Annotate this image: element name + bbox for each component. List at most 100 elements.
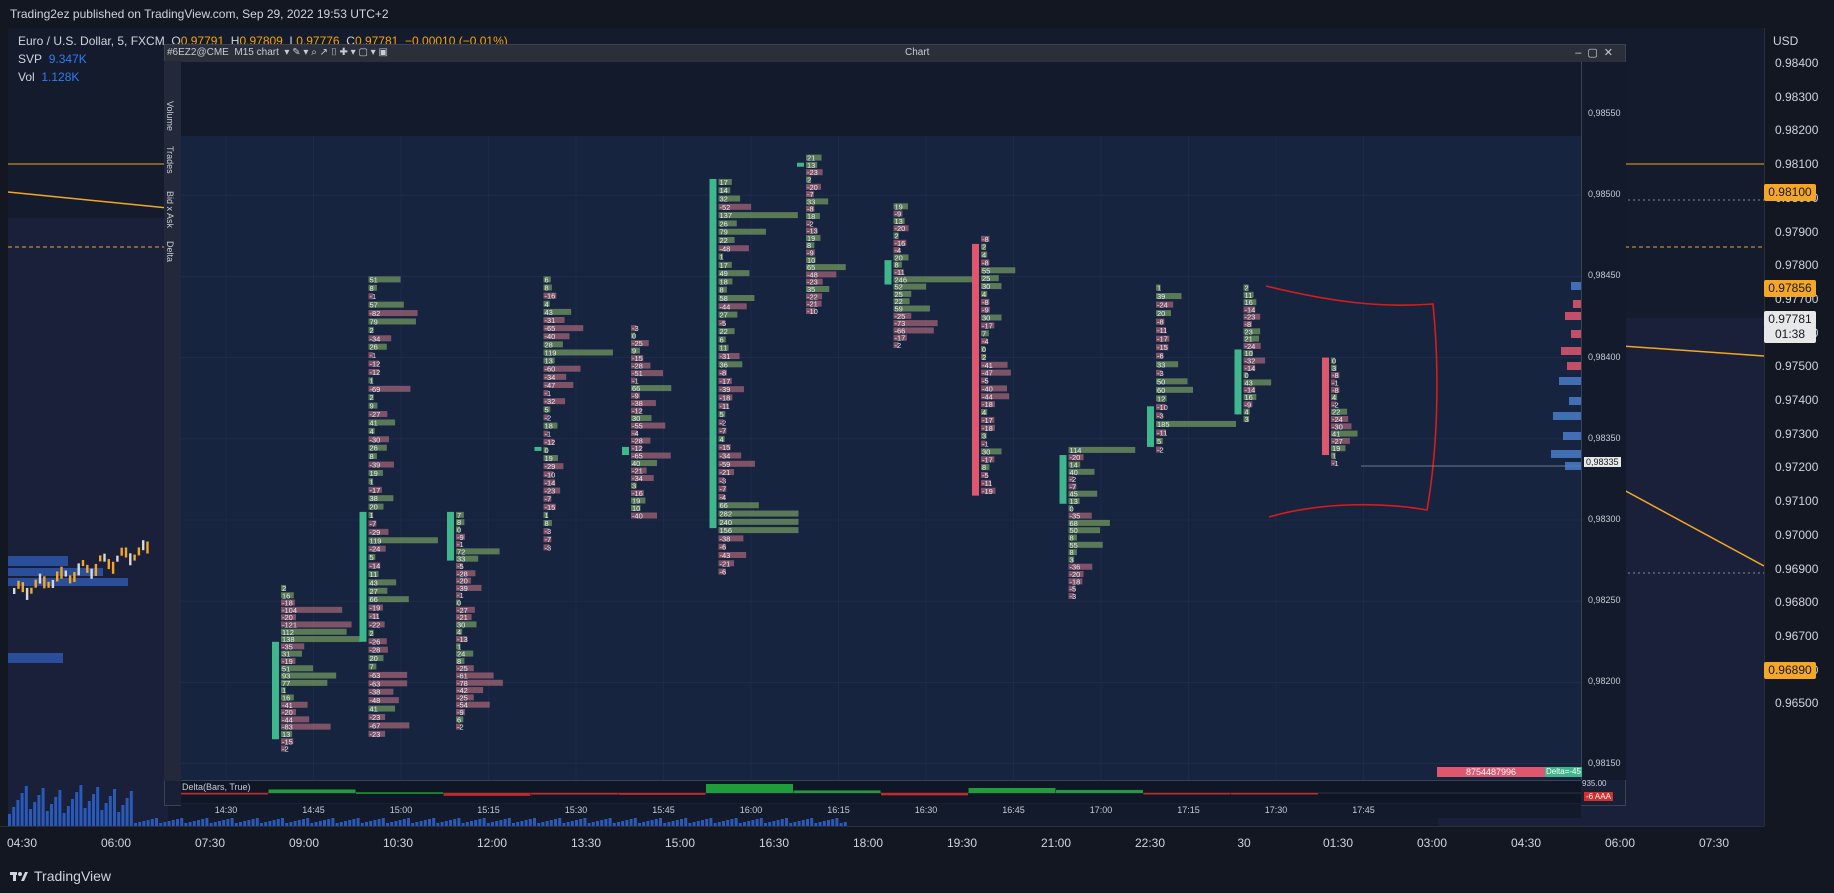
inner-price-tick: 0,98150 bbox=[1588, 757, 1621, 768]
footprint-cell-value: -21 bbox=[720, 559, 731, 568]
footprint-cell-bar bbox=[981, 361, 1008, 368]
footprint-cell-bar bbox=[893, 327, 934, 334]
tradingview-logo[interactable]: TradingView bbox=[10, 868, 111, 884]
tab-bid-ask[interactable]: Bid x Ask bbox=[165, 191, 175, 229]
footprint-cell-value: -35 bbox=[282, 642, 293, 651]
footprint-cell-value: -31 bbox=[720, 352, 731, 361]
footprint-cell-value: 246 bbox=[895, 275, 908, 284]
footprint-cell-value: 185 bbox=[1157, 420, 1170, 429]
volume-bar bbox=[184, 823, 188, 826]
footprint-cell-value: 138 bbox=[282, 635, 295, 644]
window-controls[interactable]: –▢✕ bbox=[1575, 46, 1619, 59]
footprint-cell-value: -30 bbox=[370, 435, 381, 444]
volume-bar bbox=[415, 822, 419, 826]
tab-volume[interactable]: Volume bbox=[165, 101, 175, 132]
footprint-cell-bar bbox=[893, 203, 908, 210]
footprint-cell-value: -42 bbox=[457, 686, 468, 695]
footprint-cell-value: 65 bbox=[807, 263, 815, 272]
volume-bar bbox=[537, 823, 541, 826]
footprint-cell-bar bbox=[718, 477, 725, 484]
footprint-cell-bar bbox=[543, 406, 551, 413]
footprint-chart[interactable]: 2 16 -18 -104 -20 -121 112 138 -35 31 -19 51 93 77 1 16… bbox=[181, 62, 1581, 780]
footprint-cell-bar bbox=[1331, 416, 1349, 422]
footprint-cell-bar bbox=[806, 176, 812, 183]
tab-trades[interactable]: Trades bbox=[165, 146, 175, 174]
volume-bar bbox=[281, 818, 284, 826]
footprint-cell-value: -15 bbox=[632, 354, 643, 363]
window-toolbar-left[interactable]: #6EZ2@CME M15 chart ▾ ✎ ▾ ⌕ ↗ ⌷ ✚ ▾ ▢ ▾ … bbox=[167, 47, 388, 58]
footprint-cell-bar bbox=[631, 505, 641, 512]
volume-bar bbox=[495, 821, 499, 826]
volume-bar bbox=[192, 821, 196, 826]
time-axis[interactable]: 04:30 06:00 07:30 09:00 10:30 12:00 13:30 15:00… bbox=[0, 826, 1764, 857]
footprint-cell-bar bbox=[981, 314, 1002, 321]
volume-bar bbox=[222, 820, 226, 826]
footprint-cell-bar bbox=[631, 385, 672, 392]
footprint-cell-bar bbox=[368, 293, 374, 300]
volume-bar bbox=[113, 789, 116, 826]
mini-candle bbox=[116, 555, 119, 562]
window-title: Chart bbox=[905, 47, 930, 58]
time-tick: 07:30 bbox=[194, 836, 226, 850]
footprint-cell-value: 30 bbox=[632, 414, 640, 423]
tab-delta[interactable]: Delta bbox=[165, 241, 175, 263]
footprint-cell-bar bbox=[806, 227, 818, 234]
delta-bar bbox=[1143, 793, 1231, 795]
footprint-cell-value: -21 bbox=[720, 468, 731, 477]
volume-bar bbox=[705, 819, 709, 826]
toolbar-icons[interactable]: ▾ ✎ ▾ ⌕ ↗ ⌷ ✚ ▾ ▢ ▾ ▣ bbox=[281, 47, 388, 58]
footprint-cell-bar bbox=[281, 636, 361, 643]
footprint-cell-bar bbox=[718, 178, 732, 185]
footprint-cell-bar bbox=[1243, 415, 1250, 422]
svp-row[interactable]: SVP 9.347K bbox=[18, 50, 508, 68]
footprint-cell-value: 5 bbox=[720, 410, 724, 419]
footprint-cell-value: 17 bbox=[720, 178, 728, 187]
price-axis[interactable]: USD 0.984000.983000.982000.981000.980000… bbox=[1764, 28, 1834, 826]
inner-price-axis[interactable]: 0,98550 0,98500 0,98450 0,98400 0,98350 0,983… bbox=[1581, 62, 1626, 780]
footprint-cell-value: 8 bbox=[807, 241, 811, 250]
currency-label: USD bbox=[1773, 34, 1799, 48]
volume-bar bbox=[814, 823, 818, 826]
minimize-icon[interactable]: – bbox=[1575, 47, 1588, 59]
footprint-cell-value: 7 bbox=[982, 329, 986, 338]
volume-bar bbox=[759, 818, 763, 826]
inner-time-tick: 17:15 bbox=[1177, 805, 1200, 815]
status-volume-box: 8754487996 bbox=[1437, 767, 1545, 777]
volume-bar bbox=[600, 820, 604, 826]
time-tick: 04:30 bbox=[1510, 836, 1542, 850]
volume-bar bbox=[474, 820, 478, 826]
footprint-cell-bar bbox=[1156, 301, 1174, 308]
window-titlebar[interactable]: #6EZ2@CME M15 chart ▾ ✎ ▾ ⌕ ↗ ⌷ ✚ ▾ ▢ ▾ … bbox=[165, 45, 1625, 62]
volume-bar bbox=[428, 819, 431, 826]
footprint-cell-bar bbox=[981, 487, 996, 494]
footprint-cell-bar bbox=[981, 440, 986, 447]
volume-bar bbox=[41, 788, 45, 826]
svp-label: SVP bbox=[18, 52, 43, 66]
window-symbol[interactable]: #6EZ2@CME bbox=[167, 47, 229, 58]
footprint-cell-value: -4 bbox=[895, 246, 902, 255]
vol-row[interactable]: Vol 1.128K bbox=[18, 68, 508, 86]
profile-bar bbox=[1563, 432, 1581, 440]
volume-bar bbox=[541, 822, 545, 826]
maximize-icon[interactable]: ▢ bbox=[1587, 47, 1604, 59]
volume-bar bbox=[486, 823, 490, 826]
footprint-cell-bar bbox=[368, 402, 378, 409]
volume-bar bbox=[457, 818, 461, 826]
volume-bar bbox=[608, 818, 612, 826]
footprint-cell-bar bbox=[631, 475, 654, 482]
footprint-cell-bar bbox=[981, 416, 995, 423]
footprint-cell-value: -21 bbox=[807, 300, 818, 309]
window-side-tabs[interactable]: Volume Trades Bid x Ask Delta bbox=[164, 61, 181, 781]
delta-pane[interactable]: Delta(Bars, True) bbox=[181, 780, 1581, 803]
footprint-cell-bar bbox=[1243, 321, 1252, 328]
high-label: H bbox=[230, 34, 240, 48]
price-tick: 0.97100 bbox=[1775, 494, 1819, 509]
footprint-cell-value: -2 bbox=[457, 723, 464, 732]
footprint-cell-bar bbox=[1331, 401, 1337, 408]
window-timeframe[interactable]: M15 chart bbox=[234, 47, 279, 58]
close-icon[interactable]: ✕ bbox=[1603, 47, 1619, 59]
symbol-name[interactable]: Euro / U.S. Dollar, 5, FXCM bbox=[18, 34, 165, 48]
volume-bar bbox=[797, 821, 801, 826]
footprint-cell-bar bbox=[718, 236, 735, 243]
footprint-cell-value: -38 bbox=[370, 688, 381, 697]
